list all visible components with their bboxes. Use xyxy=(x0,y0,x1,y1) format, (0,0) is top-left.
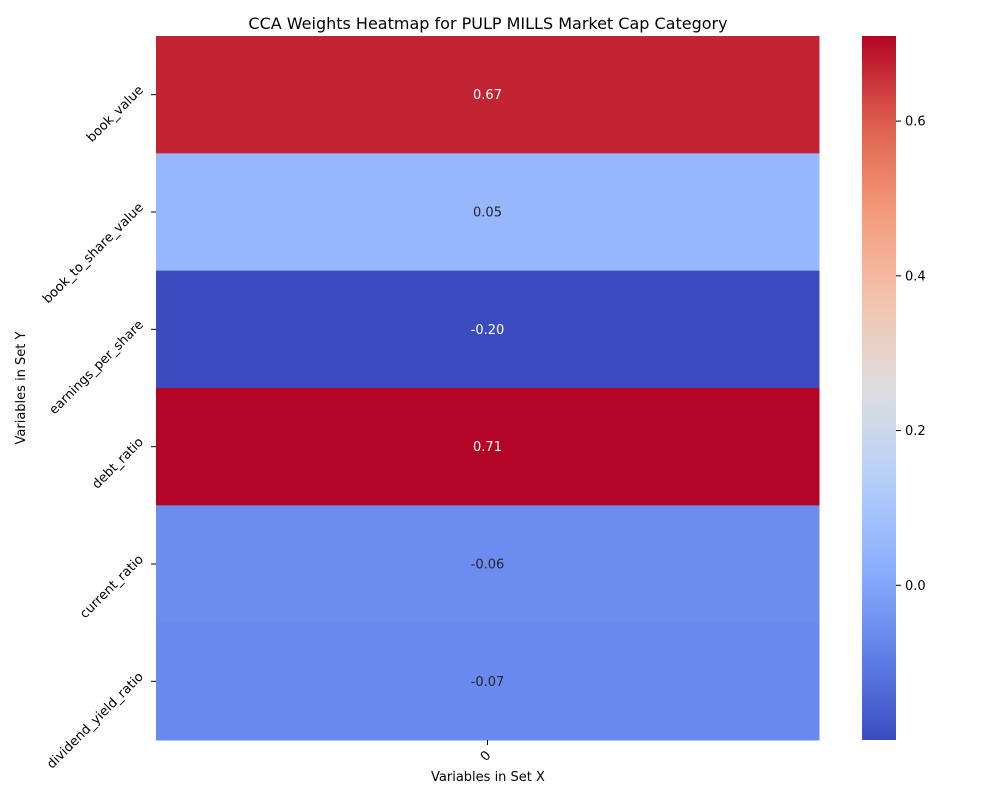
heatmap-cells: 0.67 0.05 -0.20 0.71 -0.06 -0.07 xyxy=(156,36,820,741)
colorbar: 0.0 0.2 0.4 0.6 xyxy=(862,36,926,740)
y-axis-ticks: book_value book_to_share_value earnings_pe… xyxy=(40,83,156,772)
chart-title: CCA Weights Heatmap for PULP MILLS Marke… xyxy=(248,14,727,33)
cell-value-label: 0.67 xyxy=(473,88,502,103)
x-axis-label: Variables in Set X xyxy=(431,770,545,785)
y-tick-label: book_to_share_value xyxy=(40,200,147,307)
y-tick-label: current_ratio xyxy=(77,552,147,622)
y-axis-label: Variables in Set Y xyxy=(14,331,29,444)
cell-value-label: 0.05 xyxy=(473,206,502,221)
heatmap-cell xyxy=(156,388,820,506)
y-tick-label: debt_ratio xyxy=(89,435,146,492)
y-tick-label: book_value xyxy=(84,83,147,146)
y-tick-label: earnings_per_share xyxy=(47,318,147,418)
colorbar-tick-label: 0.0 xyxy=(905,579,926,594)
colorbar-tick-label: 0.4 xyxy=(905,269,926,284)
heatmap-cell xyxy=(156,270,820,389)
heatmap-cell xyxy=(156,153,820,272)
x-axis-ticks: 0 xyxy=(478,740,494,765)
colorbar-tick-label: 0.2 xyxy=(905,424,926,439)
y-tick-label: dividend_yield_ratio xyxy=(44,670,147,773)
cell-value-label: -0.20 xyxy=(471,323,505,338)
cell-value-label: 0.71 xyxy=(473,440,502,455)
cell-value-label: -0.07 xyxy=(471,675,505,690)
heatmap-cell xyxy=(156,505,820,624)
cell-value-label: -0.06 xyxy=(471,558,505,573)
x-tick-label: 0 xyxy=(478,748,494,764)
colorbar-gradient xyxy=(862,36,896,740)
heatmap-cell xyxy=(156,622,820,741)
heatmap-cell xyxy=(156,36,820,154)
colorbar-tick-label: 0.6 xyxy=(905,115,926,130)
